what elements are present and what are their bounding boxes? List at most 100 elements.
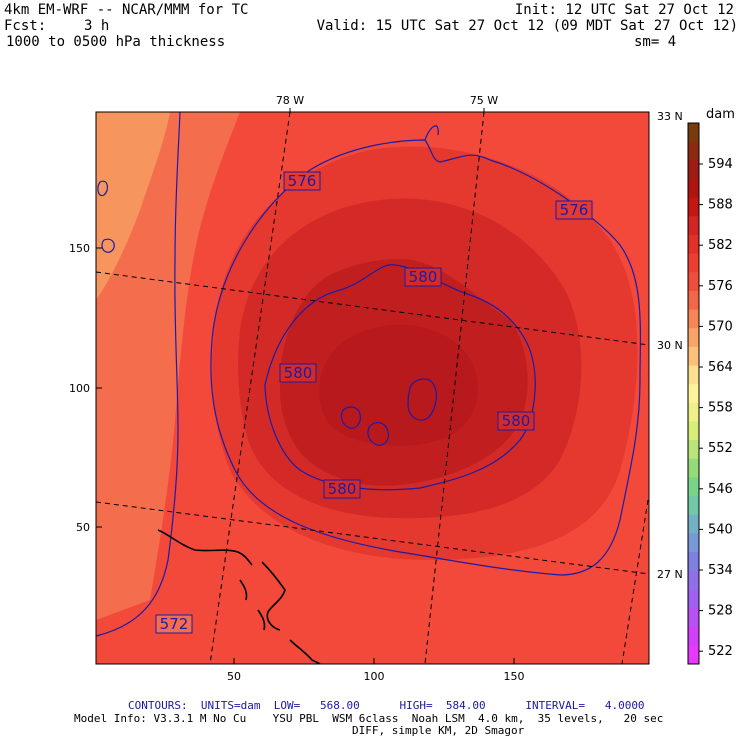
meridian-78w (209, 112, 291, 664)
lon-label-75w: 75 W (470, 94, 498, 107)
contour-label: 576 (555, 200, 593, 220)
colorbar-swatch (688, 160, 699, 180)
contour-label: 580 (497, 411, 535, 431)
y-tick-label: 50 (76, 521, 90, 534)
contours-info: CONTOURS: UNITS=dam LOW= 568.00 HIGH= 58… (128, 699, 645, 712)
parallel-27n (96, 501, 649, 575)
colorbar-swatch (688, 197, 699, 217)
svg-text:580: 580 (502, 412, 531, 430)
colorbar-swatch (688, 440, 699, 460)
svg-text:576: 576 (560, 201, 589, 219)
colorbar-swatch (688, 608, 699, 628)
x-tick-label: 100 (364, 670, 385, 683)
colorbar-swatch (688, 496, 699, 516)
colorbar-swatch (688, 309, 699, 329)
colorbar-label: 552 (708, 441, 733, 456)
contour-label: 576 (283, 171, 321, 191)
forecast-hours: 3 h (84, 18, 110, 34)
contour-584-blob-a (407, 378, 437, 421)
smoothing-value: sm= 4 (634, 34, 677, 50)
colorbar-swatch (688, 290, 699, 311)
contour-label: 572 (155, 614, 193, 634)
lat-label-30n: 30 N (657, 339, 683, 352)
colorbar-label: 522 (708, 644, 733, 659)
svg-text:572: 572 (160, 615, 189, 633)
colorbar-label: 534 (708, 563, 733, 578)
parallel-30n (96, 271, 649, 346)
field-name: 1000 to 0500 hPa thickness (6, 34, 226, 50)
init-time: Init: 12 UTC Sat 27 Oct 12 (514, 2, 734, 18)
colorbar-unit: dam (706, 107, 735, 122)
colorbar-swatch (688, 514, 699, 534)
contour-572-island (97, 180, 109, 197)
colorbar-swatch (688, 272, 699, 292)
coastline-bahamas-1 (261, 561, 286, 631)
colorbar (687, 122, 700, 665)
colorbar-swatch (688, 421, 699, 441)
lat-lon-grid (96, 112, 649, 664)
colorbar-labels: 594 588 582 576 570 564 558 552 546 540 534 528 522 (699, 157, 733, 659)
contour-label: 580 (404, 267, 442, 287)
contour-584-blob-b (340, 406, 361, 429)
colorbar-swatch (688, 253, 699, 273)
colorbar-swatch (688, 402, 699, 422)
svg-text:580: 580 (409, 268, 438, 286)
svg-text:576: 576 (288, 172, 317, 190)
colorbar-swatch (688, 645, 699, 665)
colorbar-swatch (688, 141, 699, 161)
coastline-cuba (157, 529, 253, 566)
contour-label: 580 (323, 479, 361, 499)
lon-label-78w: 78 W (276, 94, 304, 107)
x-tick-label: 50 (227, 670, 241, 683)
colorbar-label: 576 (708, 279, 733, 294)
contour-label: 580 (279, 363, 317, 383)
model-info: Model Info: V3.3.1 M No Cu YSU PBL WSM 6… (74, 712, 664, 725)
filled-contours (96, 112, 649, 664)
colorbar-label: 546 (708, 482, 733, 497)
y-tick-label: 100 (69, 382, 90, 395)
lat-label-27n: 27 N (657, 568, 683, 581)
svg-text:580: 580 (284, 364, 313, 382)
colorbar-frame (687, 122, 700, 665)
colorbar-label: 540 (708, 522, 733, 537)
fill-566-region (96, 112, 240, 620)
colorbar-label: 570 (708, 319, 733, 334)
contour-572-island2 (101, 238, 115, 253)
colorbar-swatch (688, 384, 699, 404)
colorbar-swatch (688, 178, 699, 199)
fill-582-region (319, 324, 479, 446)
contour-572 (96, 112, 181, 637)
colorbar-swatch (688, 552, 699, 572)
colorbar-swatch (688, 589, 699, 609)
colorbar-label: 582 (708, 238, 733, 253)
colorbar-swatch (688, 365, 699, 385)
lat-label-33n: 33 N (657, 110, 683, 123)
colorbar-swatch (688, 477, 699, 497)
coastline-bahamas-3 (289, 639, 321, 664)
colorbar-label: 594 (708, 157, 733, 172)
y-tick-label: 150 (69, 242, 90, 255)
model-title: 4km EM-WRF -- NCAR/MMM for TC (4, 2, 249, 18)
contour-584-blob-c (367, 422, 389, 446)
coastline (157, 529, 321, 664)
colorbar-label: 558 (708, 401, 733, 416)
colorbar-swatch (688, 570, 699, 590)
meridian-72w (621, 499, 649, 664)
model-info-line2: DIFF, simple KM, 2D Smagor (352, 724, 525, 737)
contour-576-bump (424, 125, 439, 141)
forecast-label: Fcst: (4, 18, 47, 34)
frame-ticks (96, 108, 515, 664)
colorbar-swatch (688, 216, 699, 236)
colorbar-swatch (688, 328, 699, 348)
contour-576 (210, 139, 641, 576)
colorbar-swatch (688, 234, 699, 255)
colorbar-swatch (688, 458, 699, 478)
colorbar-swatch (688, 533, 699, 553)
coastline-bahamas-2 (239, 579, 248, 601)
meridian-75w (424, 112, 485, 664)
colorbar-swatch (688, 346, 699, 367)
colorbar-label: 564 (708, 360, 733, 375)
valid-time: Valid: 15 UTC Sat 27 Oct 12 (09 MDT Sat … (316, 18, 738, 34)
coastline-bahamas-4 (257, 609, 266, 631)
